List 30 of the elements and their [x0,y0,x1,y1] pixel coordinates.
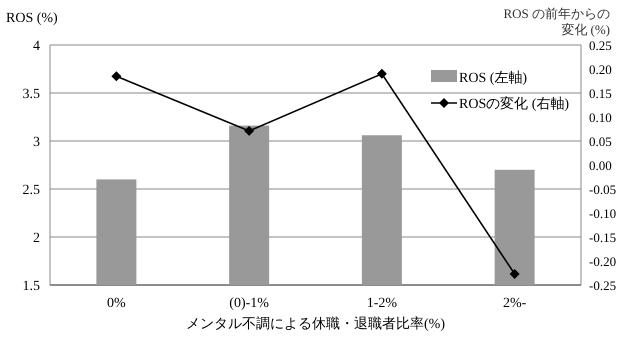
y-tick-label: 3.5 [22,87,40,102]
point [244,126,254,136]
y2-tick-label: 0.00 [589,158,612,173]
x-tick-label: 0% [107,296,126,311]
y2-tick-label: 0.20 [589,62,612,77]
y2-tick-label: 0.10 [589,110,612,125]
y2-tick-label: 0.25 [589,38,612,53]
y2-tick-label: -0.25 [589,278,616,293]
legend-label: ROSの変化 (右軸) [459,96,570,112]
x-axis-title: メンタル不調による休職・退職者比率(%) [186,316,446,332]
x-tick-label: (0)-1% [229,296,270,311]
y-tick-label: 2.5 [22,183,40,198]
y-tick-label: 4 [33,39,40,54]
y2-tick-label: -0.20 [589,254,616,269]
y2-tick-label: 0.05 [589,134,612,149]
y-tick-label: 3 [33,135,40,150]
point [510,268,520,279]
y2-tick-label: 0.15 [589,86,612,101]
y-tick-label: 1.5 [22,279,40,294]
x-tick-label: 1-2% [366,296,398,311]
point [111,71,122,82]
y2-tick-label: -0.10 [589,206,616,221]
point [376,68,387,79]
y-tick-label: 2 [33,231,40,246]
x-tick-label: 2%- [502,296,527,311]
y2-tick-label: -0.15 [589,230,616,245]
y2-axis-title: ROS の前年からの変化 (%) [502,6,610,38]
y2-tick-label: -0.05 [589,182,616,197]
y-axis-title: ROS (%) [6,11,58,26]
legend-label: ROS (左軸) [459,70,528,86]
